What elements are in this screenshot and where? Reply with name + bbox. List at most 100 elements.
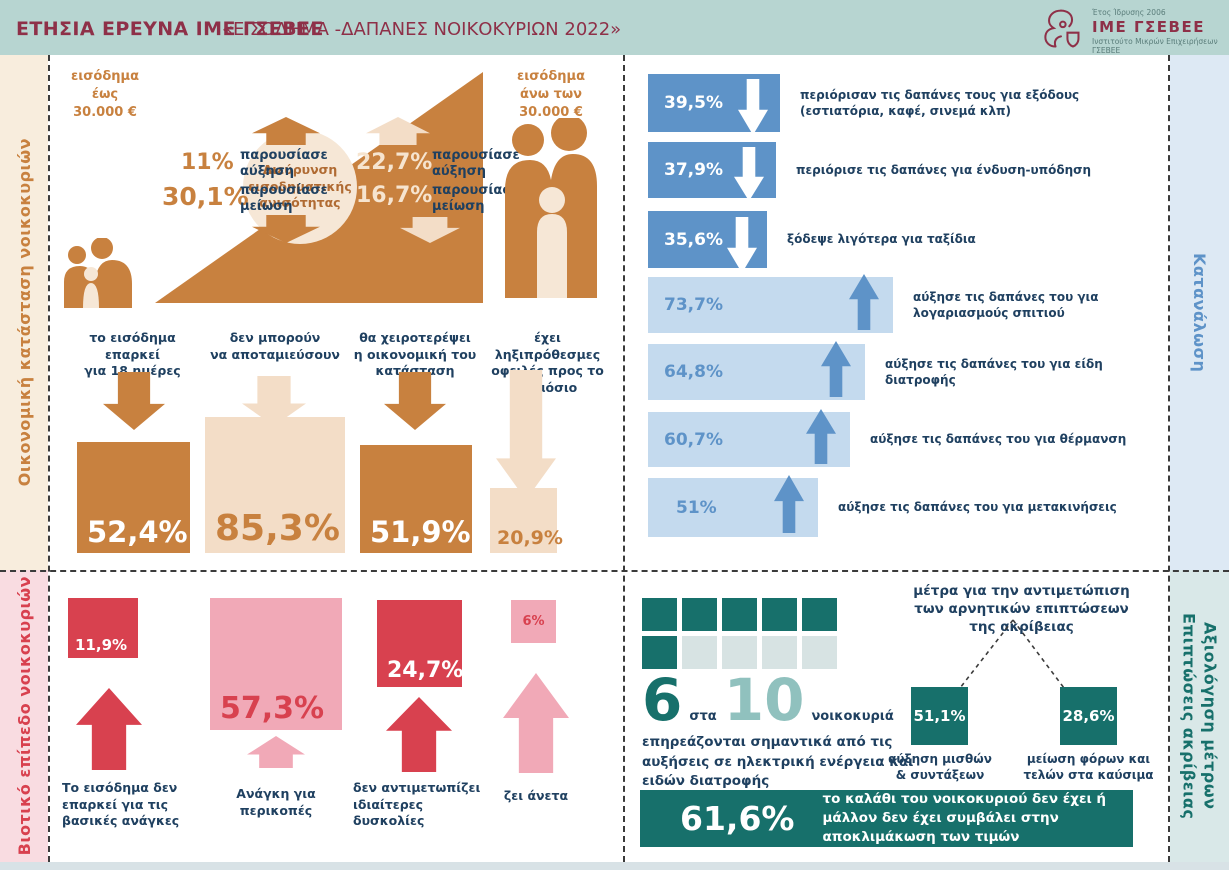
consumption-bar-row: 39,5% περιόρισαν τις δαπάνες τους για εξ… [648, 74, 1163, 135]
pictogram-square-filled [642, 636, 677, 669]
pictogram-square-filled [722, 598, 757, 631]
consumption-bar-row: 35,6% ξόδεψε λιγότερα για ταξίδια [648, 211, 1163, 273]
divider-right [1168, 55, 1170, 862]
bar-value: 73,7% [664, 295, 723, 315]
section-label-living: Βιοτικό επίπεδο νοικοκυριών [14, 576, 34, 856]
financial-stat-box: 52,4% [77, 442, 190, 553]
consumption-bar-row: 51% αύξησε τις δαπάνες του για μετακινήσ… [648, 475, 1163, 537]
financial-stat-label: θα χειροτερέψει η οικονομική του κατάστα… [353, 330, 477, 378]
consumption-bar-row: 60,7% αύξησε τις δαπάνες του για θέρμανσ… [648, 409, 1163, 467]
bar-label: περιόρισε τις δαπάνες για ένδυση-υπόδηση [796, 162, 1092, 177]
divider-horizontal [0, 570, 1229, 572]
living-stat-box: 24,7% [377, 600, 464, 687]
living-stat-label: Το εισόδημα δεν επαρκεί για τις βασικές … [62, 780, 180, 828]
bar-value: 37,9% [664, 160, 723, 180]
lion-logo-icon [1038, 6, 1084, 56]
income-high-up-pct: 22,7% [356, 150, 433, 175]
up-arrow-icon [386, 697, 452, 772]
logo-institute-1: Ινστιτούτο Μικρών Επιχειρήσεων [1092, 37, 1218, 46]
measures-branch-lines [950, 616, 1075, 694]
banner: 61,6% το καλάθι του νοικοκυριού δεν έχει… [640, 790, 1133, 847]
measures-title: μέτρα για την αντιμετώπιση των αρνητικών… [913, 583, 1130, 635]
logo-institute-2: ΓΣΕΒΕΕ [1092, 46, 1121, 55]
pictogram-square-filled [762, 598, 797, 631]
income-low-down-label: παρουσίασε μείωση [240, 183, 328, 215]
living-stat-value: 24,7% [387, 658, 464, 683]
divider-left [48, 55, 50, 862]
measure-box-2: 28,6% [1060, 687, 1117, 745]
bar: 64,8% [648, 341, 865, 400]
bar-value: 60,7% [664, 429, 723, 450]
living-standard-chart: 11,9% Το εισόδημα δεν επαρκεί για τις βα… [48, 570, 623, 862]
section-label-impact-1: Επιπτώσεις ακρίβειας [1179, 612, 1199, 820]
living-stat-value: 57,3% [220, 691, 325, 726]
pictogram-grid [642, 598, 847, 674]
living-stat-box: 57,3% [210, 598, 342, 730]
section-label-financial: Οικονομική κατάσταση νοικοκυριών [14, 138, 34, 487]
bar-label: αύξησε τις δαπάνες του για θέρμανση [870, 432, 1127, 447]
six-in-ten-text: επηρεάζονται σημαντικά από τις αυξήσεις … [642, 734, 914, 790]
six-in-ten-denominator: 10 [723, 666, 805, 734]
six-in-ten-of: στα [689, 709, 717, 724]
financial-stat-box: 51,9% [360, 445, 472, 553]
measure-label-2: μείωση φόρων και τελών στα καύσιμα [1023, 752, 1154, 782]
bar: 51% [648, 475, 818, 537]
inequality-circle-text: Διεύρυνση εισοδηματικής ανισότητας [248, 161, 352, 211]
measure-value: 51,1% [913, 707, 966, 725]
income-high-up-label: παρουσίασε αύξηση [432, 148, 520, 180]
increase-arrow-icon [849, 274, 879, 330]
consumption-bar-row: 73,7% αύξησε τις δαπάνες του για λογαρια… [648, 274, 1163, 333]
financial-stat-value: 85,3% [215, 508, 340, 549]
banner-value: 61,6% [680, 799, 795, 838]
financial-stat-box: 85,3% [205, 417, 345, 553]
section-label-consumption: Κατανάλωση [1190, 252, 1209, 373]
page-subtitle: «ΕΙΣΟΔΗΜΑ -ΔΑΠΑΝΕΣ ΝΟΙΚΟΚΥΡΙΩΝ 2022» [222, 19, 622, 40]
measure-label-1: αύξηση μισθών & συντάξεων [888, 752, 992, 782]
income-high-down-label: παρουσίασε μείωση [432, 183, 520, 215]
pictogram-square-filled [802, 598, 837, 631]
bar-value: 39,5% [664, 93, 723, 113]
bar-label: ξόδεψε λιγότερα για ταξίδια [787, 232, 976, 247]
pictogram-square-empty [722, 636, 757, 669]
impact-section: 6 στα 10 νοικοκυριά επηρεάζονται σημαντι… [623, 570, 1168, 862]
bar: 73,7% [648, 274, 893, 333]
pictogram-square-empty [762, 636, 797, 669]
increase-arrow-icon [821, 341, 851, 397]
strip-consumption: Κατανάλωση [1170, 55, 1229, 570]
strip-financial: Οικονομική κατάσταση νοικοκυριών [0, 55, 48, 570]
decrease-arrow-icon [734, 147, 764, 201]
down-arrow-icon [384, 372, 446, 430]
financial-stat-label: έχει ληξιπρόθεσμες οφειλές προς το Δημόσ… [491, 330, 604, 395]
financial-stat-box: 20,9% [490, 488, 563, 553]
financial-stat-value: 20,9% [497, 527, 563, 549]
logo: Έτος Ίδρυσης 2006 ΙΜΕ ΓΣΕΒΕΕ Ινστιτούτο … [1038, 6, 1218, 55]
bar-value: 64,8% [664, 362, 723, 382]
decrease-arrow-icon [738, 79, 768, 135]
living-stat-box: 11,9% [68, 598, 138, 658]
bar-label: αύξησε τις δαπάνες του για μετακινήσεις [838, 500, 1117, 515]
living-stat-box: 6% [511, 600, 556, 643]
strip-impact: Επιπτώσεις ακρίβειας Αξιολόγηση μέτρων [1170, 570, 1229, 862]
up-arrow-icon [247, 736, 305, 768]
bar-label: περιόρισαν τις δαπάνες τους για εξόδους … [800, 87, 1080, 118]
income-high-down-pct: 16,7% [356, 183, 433, 208]
down-arrow-icon [103, 372, 165, 430]
bar: 39,5% [648, 74, 780, 135]
logo-founded: Έτος Ίδρυσης 2006 [1092, 8, 1166, 17]
bottom-strip [0, 862, 1229, 870]
page-title: ΕΤΗΣΙΑ ΕΡΕΥΝΑ ΙΜΕ ΓΣΕΒΕΕ [16, 18, 324, 40]
bar: 60,7% [648, 409, 850, 467]
income-low-up-pct: 11% [181, 150, 234, 175]
pictogram-square-empty [802, 636, 837, 669]
bar-label: αύξησε τις δαπάνες του για λογαριασμούς … [913, 289, 1099, 320]
divider-center [623, 55, 625, 862]
measure-value: 28,6% [1062, 707, 1115, 725]
financial-stat-value: 52,4% [87, 515, 188, 549]
income-low-bracket: εισόδημα έως 30.000 € [70, 69, 140, 121]
increase-arrow-icon [806, 409, 836, 464]
bar: 37,9% [648, 142, 776, 201]
living-stat-label: ζει άνετα [503, 788, 569, 803]
decrease-arrow-icon [727, 217, 757, 273]
six-in-ten: 6 στα 10 νοικοκυριά [642, 666, 894, 734]
living-stat-label: Ανάγκη για περικοπές [236, 786, 316, 818]
